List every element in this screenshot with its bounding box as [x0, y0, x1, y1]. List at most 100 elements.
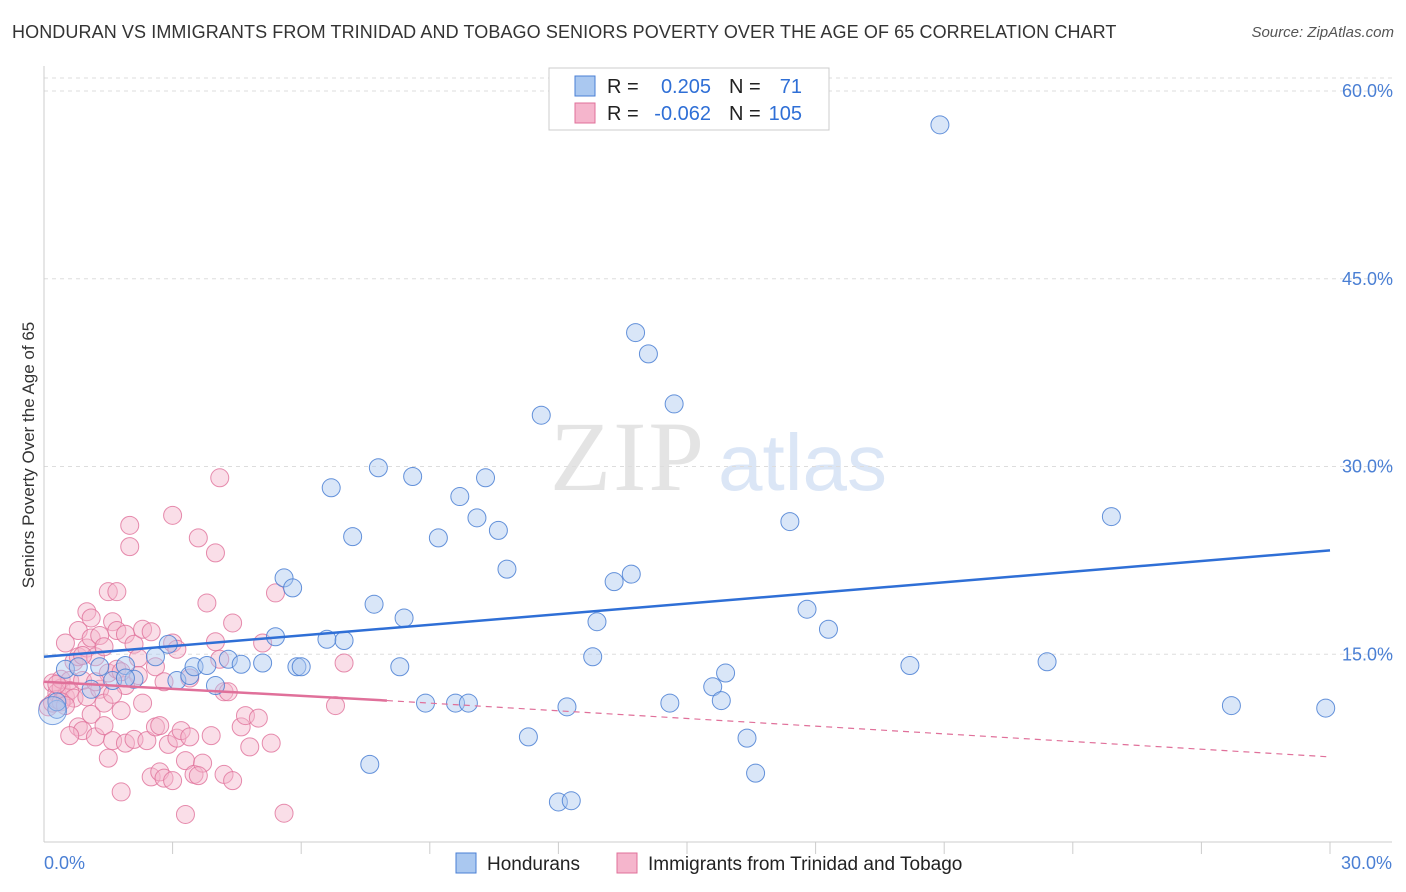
honduran-point [450, 487, 470, 507]
trinidad-point [334, 653, 354, 673]
bottom-legend-swatch-hondurans [455, 852, 477, 874]
honduran-point [703, 677, 723, 697]
honduran-point-large [38, 696, 68, 726]
honduran-point [626, 323, 646, 343]
bottom-legend-label-trinidad: Immigrants from Trinidad and Tobago [648, 854, 962, 875]
honduran-point [638, 344, 658, 364]
honduran-point [1037, 652, 1057, 672]
honduran-point [660, 693, 680, 713]
legend-n-value-hondurans: 71 [780, 76, 802, 98]
legend-r-label-trinidad: R = [607, 103, 639, 125]
honduran-point [900, 656, 920, 676]
honduran-point [197, 656, 217, 676]
trinidad-point [240, 737, 260, 757]
y-tick-labels: 15.0% 30.0% 45.0% 60.0% [1342, 81, 1393, 664]
source-credit: Source: ZipAtlas.com [1251, 24, 1394, 41]
honduran-point [780, 512, 800, 532]
trinidad-point [141, 622, 161, 642]
y-tick-label-30: 30.0% [1342, 457, 1393, 477]
legend-n-value-trinidad: 105 [769, 103, 802, 125]
honduran-point [287, 657, 307, 677]
grid [44, 77, 1392, 655]
trinidad-point [150, 716, 170, 736]
trinidad-point [274, 803, 294, 823]
trinidad-point [137, 731, 157, 751]
honduran-point [428, 528, 448, 548]
honduran-point [583, 647, 603, 667]
trinidad-point [163, 505, 183, 525]
trinidad-point [55, 633, 75, 653]
honduran-point [158, 634, 178, 654]
honduran-point [930, 115, 950, 135]
trinidad-point [133, 693, 153, 713]
honduran-point [737, 728, 757, 748]
honduran-point [343, 527, 363, 547]
trinidad-point [120, 515, 140, 535]
honduran-point [47, 699, 67, 719]
honduran-point [604, 572, 624, 592]
trinidad-point [223, 613, 243, 633]
trinidad-point [210, 468, 230, 488]
honduran-point [746, 763, 766, 783]
honduran-point [368, 458, 388, 478]
legend-swatch-hondurans [574, 75, 596, 97]
trinidad-point [145, 657, 165, 677]
stats-legend-box [548, 67, 830, 131]
legend-r-value-trinidad: -0.062 [654, 103, 711, 125]
honduran-point [283, 578, 303, 598]
honduran-point [364, 594, 384, 614]
honduran-point [711, 691, 731, 711]
honduran-point [467, 508, 487, 528]
honduran-point [218, 649, 238, 669]
series-hondurans-points [38, 115, 1336, 812]
honduran-point [488, 520, 508, 540]
honduran-point [518, 727, 538, 747]
trinidad-point [175, 804, 195, 824]
legend-r-value-hondurans: 0.205 [661, 76, 711, 98]
trinidad-point [111, 782, 131, 802]
honduran-point [390, 657, 410, 677]
x-tick-label-min: 0.0% [44, 853, 85, 873]
honduran-point [321, 478, 341, 498]
honduran-point [403, 467, 423, 487]
honduran-point [531, 405, 551, 425]
trinidad-point [261, 733, 281, 753]
trinidad-point [90, 625, 110, 645]
y-tick-label-15: 15.0% [1342, 644, 1393, 664]
y-tick-label-45: 45.0% [1342, 269, 1393, 289]
trinidad-point [163, 771, 183, 791]
trinidad-point [205, 543, 225, 563]
honduran-point [334, 630, 354, 650]
trend-lines [43, 549, 1331, 758]
honduran-point [621, 564, 641, 584]
honduran-point [1101, 507, 1121, 527]
honduran-point [291, 657, 311, 677]
honduran-point [797, 599, 817, 619]
x-tick-label-max: 30.0% [1341, 853, 1392, 873]
honduran-point [47, 692, 67, 712]
trend-line-trinidad-extension [386, 699, 1331, 758]
legend-r-label-hondurans: R = [607, 76, 639, 98]
trinidad-point [201, 726, 221, 746]
trinidad-point [103, 612, 123, 632]
trinidad-point [231, 717, 251, 737]
honduran-point [818, 619, 838, 639]
honduran-point [1316, 698, 1336, 718]
honduran-point [115, 668, 135, 688]
trinidad-point [107, 582, 127, 602]
honduran-point [664, 394, 684, 414]
honduran-point [68, 657, 88, 677]
trend-line-hondurans [43, 549, 1331, 659]
trinidad-point [120, 537, 140, 557]
trinidad-point [248, 708, 268, 728]
watermark: ZIP atlas [550, 401, 887, 512]
trinidad-point [81, 608, 101, 628]
trinidad-point [111, 701, 131, 721]
series-trinidad-points [38, 468, 354, 824]
honduran-point [497, 559, 517, 579]
honduran-point [180, 666, 200, 686]
trinidad-point [60, 726, 80, 746]
trinidad-point [188, 766, 208, 786]
trinidad-point [265, 583, 285, 603]
